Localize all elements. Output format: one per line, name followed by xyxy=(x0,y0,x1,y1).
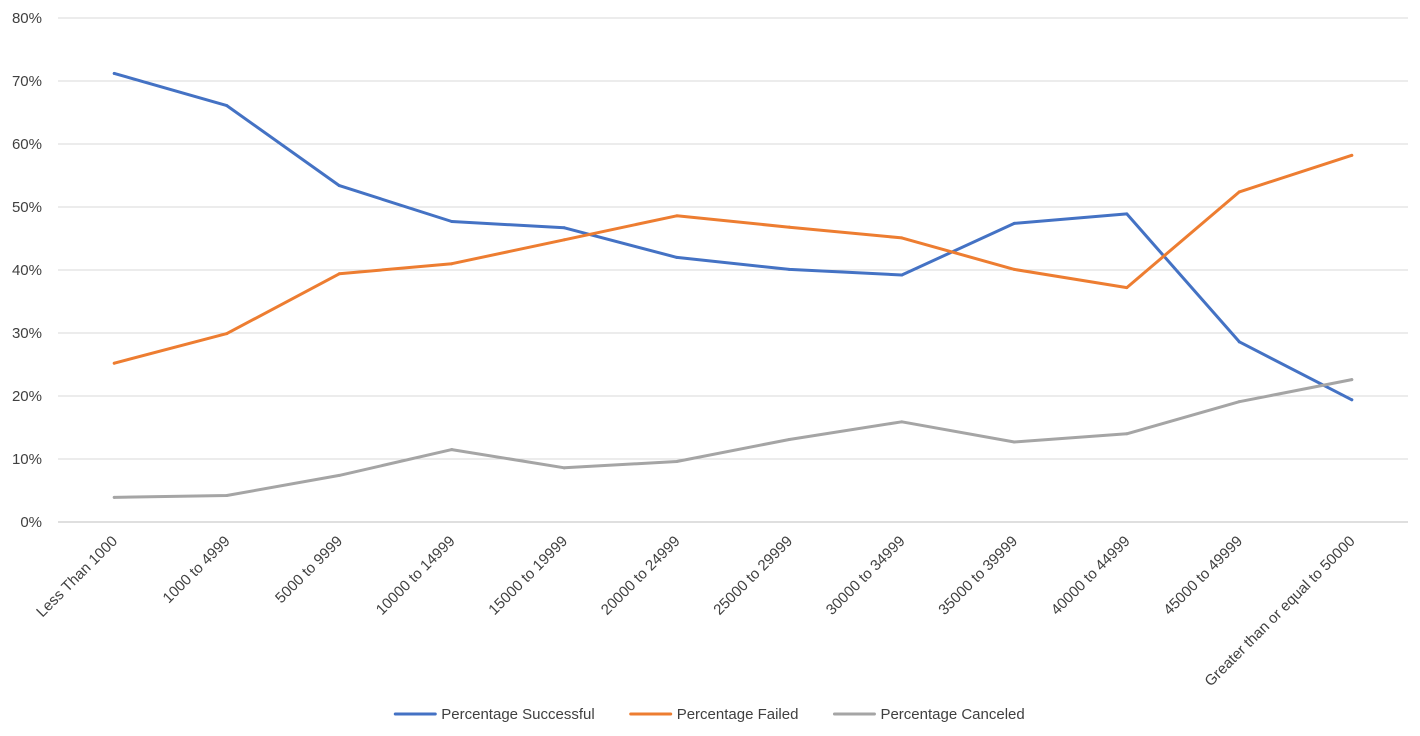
y-tick-label: 30% xyxy=(12,325,42,342)
x-tick-label: 40000 to 44999 xyxy=(1048,533,1134,619)
data-point xyxy=(450,448,454,452)
y-tick-label: 0% xyxy=(20,514,42,531)
legend-item: Percentage Successful xyxy=(393,706,595,723)
series-1 xyxy=(112,71,1354,402)
data-point xyxy=(337,473,341,477)
data-point xyxy=(1237,340,1241,344)
data-point xyxy=(562,238,566,242)
data-point xyxy=(900,273,904,277)
data-point xyxy=(562,466,566,470)
series-2 xyxy=(112,153,1354,365)
x-tick-label: 15000 to 19999 xyxy=(485,533,571,619)
x-tick-label: 35000 to 39999 xyxy=(935,533,1021,619)
x-tick-label: 1000 to 4999 xyxy=(160,533,234,607)
data-point xyxy=(1350,153,1354,157)
y-tick-label: 40% xyxy=(12,262,42,279)
data-point xyxy=(337,272,341,276)
y-tick-label: 10% xyxy=(12,451,42,468)
series-line xyxy=(112,378,1354,499)
data-point xyxy=(562,226,566,230)
data-point xyxy=(900,420,904,424)
data-point xyxy=(450,219,454,223)
x-tick-label: 30000 to 34999 xyxy=(823,533,909,619)
data-point xyxy=(112,495,116,499)
y-tick-label: 70% xyxy=(12,73,42,90)
data-point xyxy=(1125,286,1129,290)
x-axis-tick-labels: Less Than 1000 1000 to 4999 5000 to 9999 10… xyxy=(33,533,1358,690)
legend: Percentage Successful Percentage Failed Pe… xyxy=(393,706,1025,723)
series-3 xyxy=(112,378,1354,499)
data-point xyxy=(1237,400,1241,404)
y-tick-label: 80% xyxy=(12,10,42,27)
y-tick-label: 60% xyxy=(12,136,42,153)
data-point xyxy=(1125,432,1129,436)
x-tick-label: 45000 to 49999 xyxy=(1160,533,1246,619)
x-tick-label: 25000 to 29999 xyxy=(710,533,796,619)
data-point xyxy=(787,437,791,441)
data-point xyxy=(1012,440,1016,444)
legend-label: Percentage Canceled xyxy=(880,706,1024,723)
x-tick-label: 10000 to 14999 xyxy=(373,533,459,619)
data-point xyxy=(787,267,791,271)
data-point xyxy=(337,184,341,188)
legend-item: Percentage Failed xyxy=(629,706,799,723)
x-tick-label: 20000 to 24999 xyxy=(598,533,684,619)
data-point xyxy=(225,494,229,498)
y-axis-tick-labels: 0% 10% 20% 30% 40% 50% 60% 70% 80% xyxy=(12,10,42,531)
series-lines xyxy=(112,71,1354,499)
gridlines xyxy=(58,17,1408,460)
data-point xyxy=(675,214,679,218)
data-point xyxy=(225,332,229,336)
data-point xyxy=(1237,190,1241,194)
x-tick-label: 5000 to 9999 xyxy=(272,533,346,607)
series-line xyxy=(112,153,1354,365)
legend-label: Percentage Successful xyxy=(441,706,594,723)
data-point xyxy=(675,460,679,464)
data-point xyxy=(112,71,116,75)
data-point xyxy=(675,255,679,259)
series-line xyxy=(112,71,1354,402)
data-point xyxy=(787,225,791,229)
legend-label: Percentage Failed xyxy=(677,706,799,723)
legend-item: Percentage Canceled xyxy=(832,706,1025,723)
data-point xyxy=(1125,212,1129,216)
y-tick-label: 50% xyxy=(12,199,42,216)
data-point xyxy=(225,104,229,108)
data-point xyxy=(1012,267,1016,271)
x-tick-label: Less Than 1000 xyxy=(33,533,121,621)
data-point xyxy=(900,236,904,240)
y-tick-label: 20% xyxy=(12,388,42,405)
data-point xyxy=(450,262,454,266)
data-point xyxy=(1350,398,1354,402)
data-point xyxy=(1350,378,1354,382)
data-point xyxy=(112,361,116,365)
data-point xyxy=(1012,221,1016,225)
